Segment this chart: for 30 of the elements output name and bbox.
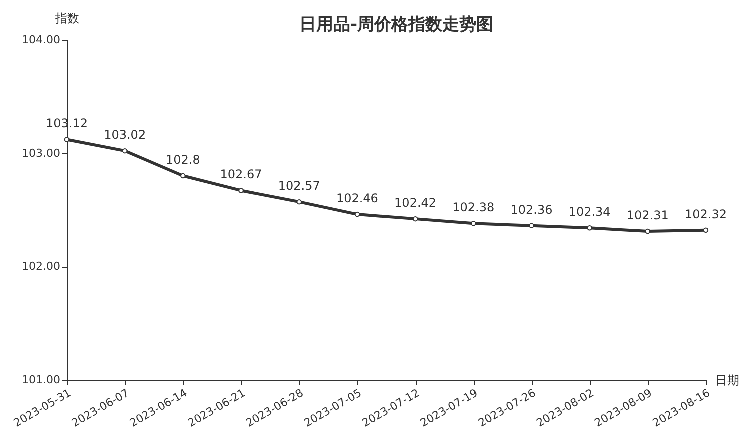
chart-title: 日用品-周价格指数走势图: [299, 15, 494, 35]
data-label: 102.32: [685, 207, 727, 222]
point: [180, 173, 186, 179]
data-label: 102.57: [278, 179, 320, 194]
point: [354, 212, 360, 218]
y-tick-label: 102.00: [22, 260, 60, 274]
point: [122, 148, 128, 154]
y-tick-label: 101.00: [22, 374, 60, 386]
data-label: 102.31: [626, 208, 669, 223]
point: [645, 228, 651, 234]
y-axis-title: 指数: [54, 12, 80, 26]
data-label: 103.02: [104, 128, 146, 142]
point: [529, 223, 534, 228]
point: [587, 226, 592, 231]
point: [64, 137, 70, 142]
point: [412, 216, 418, 222]
point: [296, 199, 302, 205]
data-label: 102.36: [510, 202, 553, 217]
data-label: 102.42: [394, 196, 437, 210]
y-tick-label: 103.00: [22, 146, 60, 160]
point: [238, 188, 244, 194]
point: [471, 220, 476, 226]
data-label: 102.38: [452, 200, 495, 215]
data-label: 102.46: [336, 192, 378, 206]
data-label: 102.34: [568, 205, 611, 220]
x-axis-title: 日期: [716, 374, 740, 388]
y-tick-label: 104.00: [22, 34, 60, 46]
point: [703, 228, 709, 234]
data-label: 102.8: [166, 153, 200, 167]
data-label: 102.67: [220, 168, 262, 182]
